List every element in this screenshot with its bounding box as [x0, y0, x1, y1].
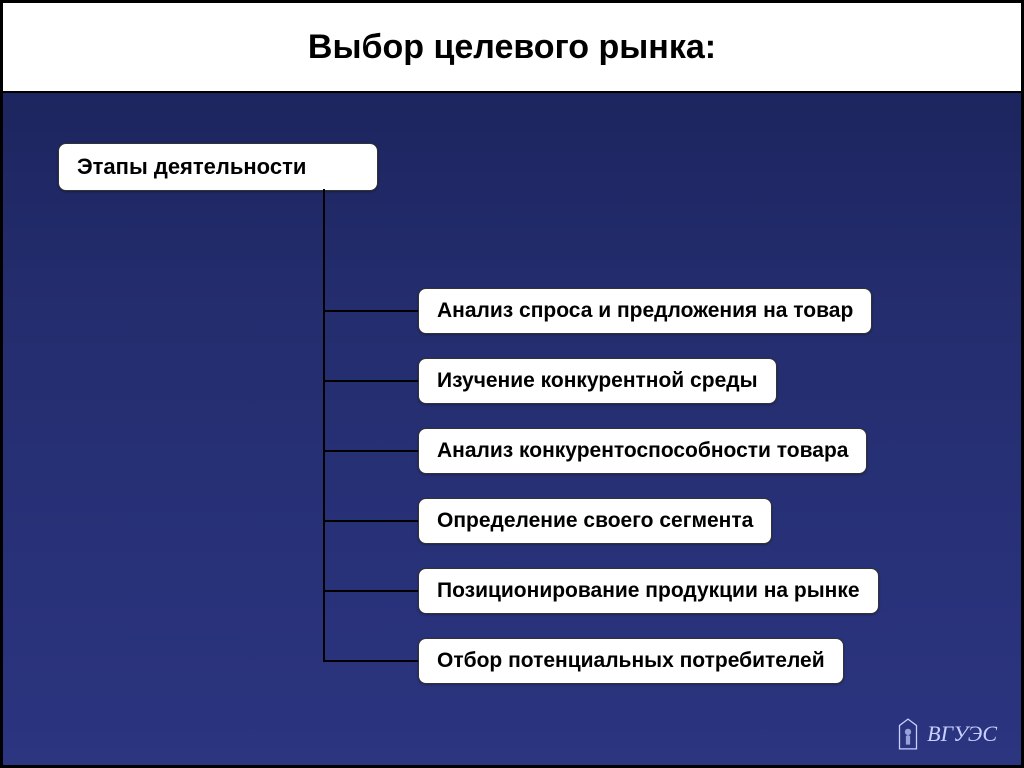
slide: Выбор целевого рынка: Этапы деятельности… [0, 0, 1024, 768]
connector-branch-2 [323, 380, 418, 382]
step-box-1: Анализ спроса и предложения на товар [418, 288, 872, 334]
footer-logo: ВГУЭС [895, 717, 997, 751]
slide-title: Выбор целевого рынка: [308, 28, 716, 67]
connector-branch-4 [323, 520, 418, 522]
connector-branch-5 [323, 590, 418, 592]
connector-branch-3 [323, 450, 418, 452]
connector-branch-1 [323, 310, 418, 312]
title-bar: Выбор целевого рынка: [3, 3, 1021, 93]
footer-text: ВГУЭС [927, 721, 997, 747]
step-box-6: Отбор потенциальных потребителей [418, 638, 844, 684]
step-box-4: Определение своего сегмента [418, 498, 772, 544]
step-box-3: Анализ конкурентоспособности товара [418, 428, 867, 474]
diagram-area: Этапы деятельности Анализ спроса и предл… [3, 93, 1021, 143]
logo-icon [895, 717, 921, 751]
connector-branch-6 [323, 660, 418, 662]
step-box-5: Позиционирование продукции на рынке [418, 568, 879, 614]
step-box-2: Изучение конкурентной среды [418, 358, 777, 404]
header-box: Этапы деятельности [58, 143, 378, 191]
